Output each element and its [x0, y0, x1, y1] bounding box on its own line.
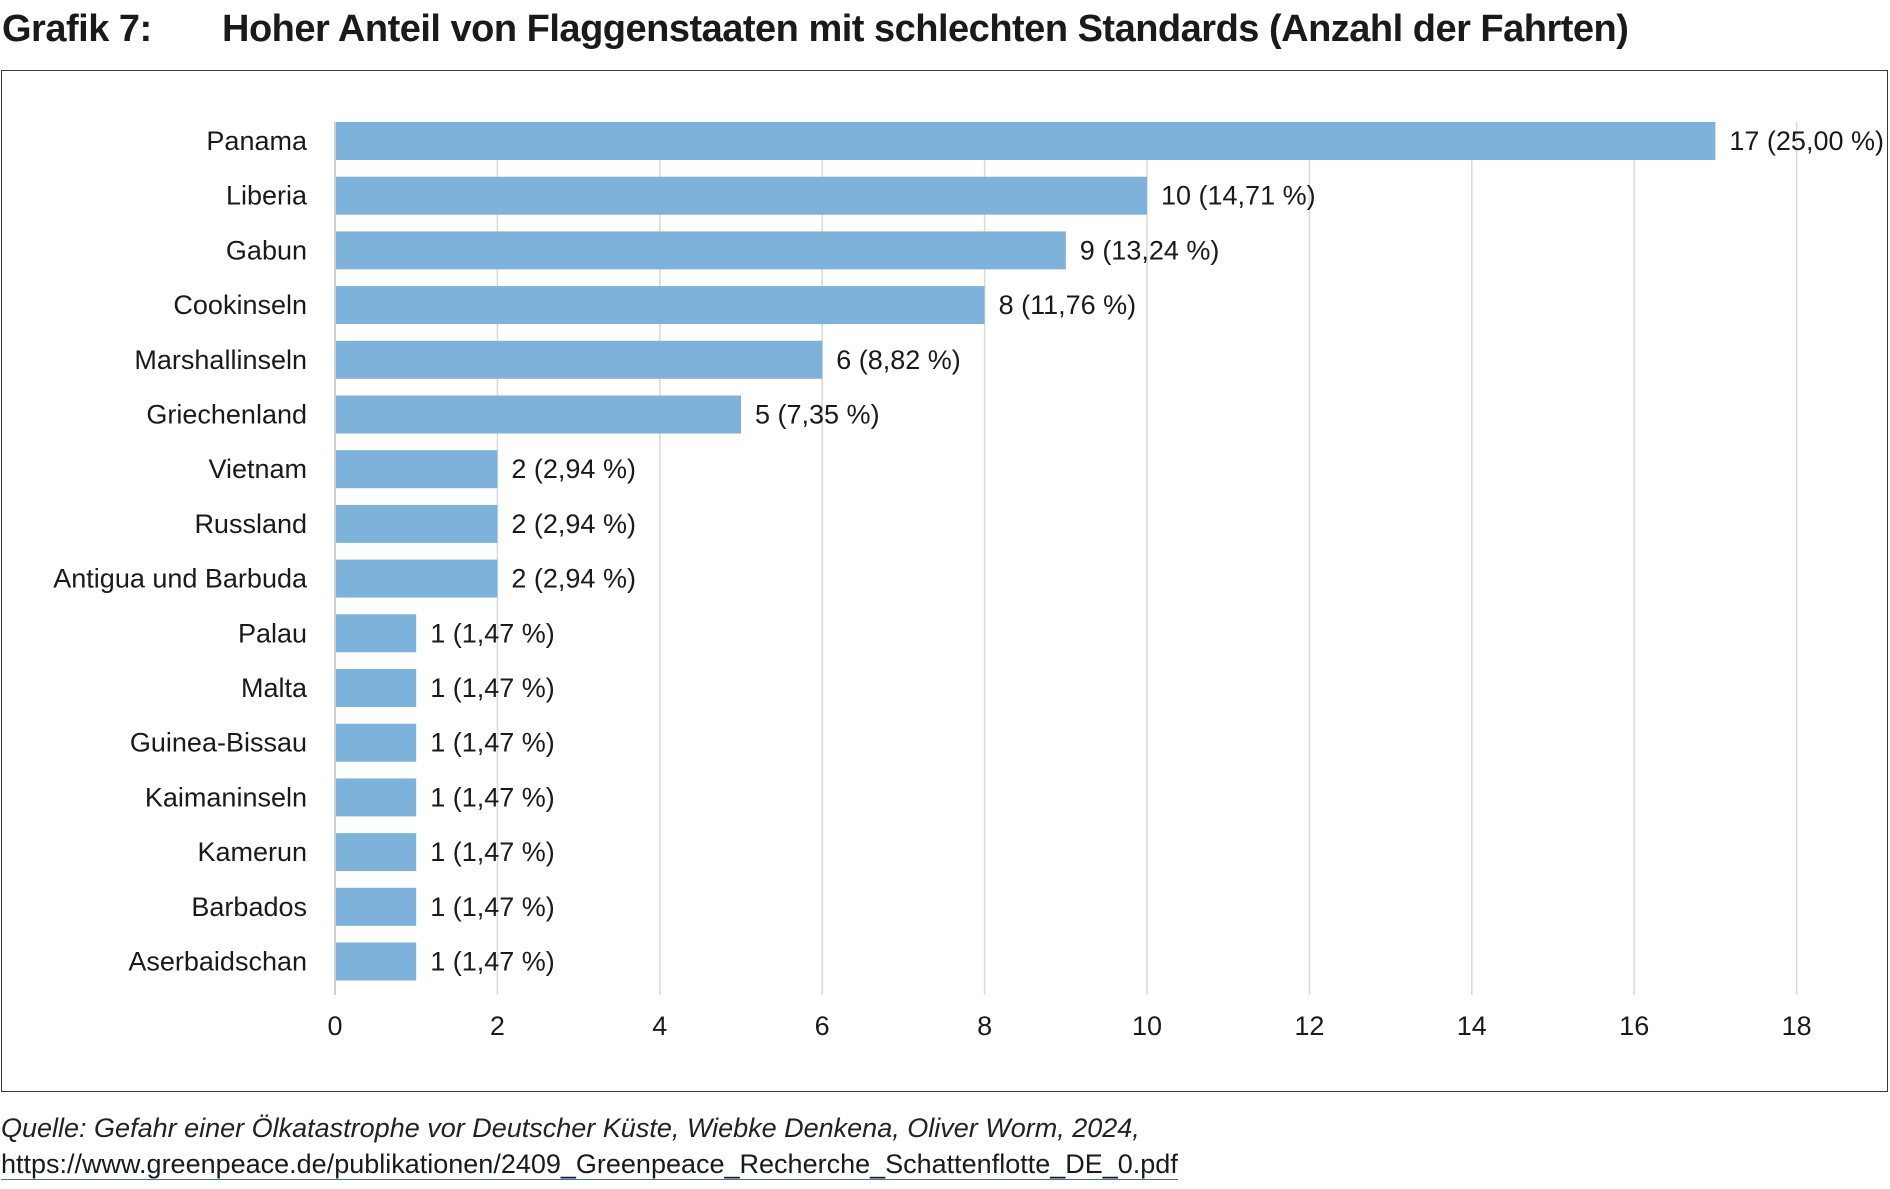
bar [336, 231, 1066, 270]
data-label: 5 (7,35 %) [755, 400, 880, 430]
bar [336, 887, 417, 926]
bar [336, 559, 498, 598]
source-link[interactable]: https://www.greenpeace.de/publikationen/… [1, 1149, 1178, 1180]
category-label: Aserbaidschan [128, 947, 307, 977]
data-label: 8 (11,76 %) [999, 290, 1137, 320]
category-label: Vietnam [208, 454, 307, 484]
data-label: 9 (13,24 %) [1080, 235, 1220, 265]
category-label: Cookinseln [173, 290, 307, 320]
x-tick-label: 16 [1619, 1011, 1649, 1041]
category-label: Kamerun [197, 837, 307, 867]
category-label: Guinea-Bissau [130, 728, 307, 758]
data-label: 1 (1,47 %) [430, 673, 555, 703]
figure-label: Grafik 7: [2, 8, 152, 50]
x-tick-label: 18 [1782, 1011, 1812, 1041]
data-label: 1 (1,47 %) [430, 837, 555, 867]
bar [336, 669, 417, 707]
source-note: Quelle: Gefahr einer Ölkatastrophe vor D… [1, 1110, 1889, 1182]
bar [336, 450, 498, 489]
bar [336, 395, 741, 434]
x-tick-label: 8 [977, 1011, 992, 1041]
bar [336, 340, 823, 379]
data-label: 1 (1,47 %) [430, 947, 555, 977]
x-tick-label: 6 [815, 1011, 830, 1041]
bar [336, 122, 1716, 160]
bar [336, 723, 417, 762]
data-label: 1 (1,47 %) [430, 782, 555, 812]
category-label: Panama [206, 126, 308, 156]
data-label: 1 (1,47 %) [430, 618, 555, 648]
x-tick-label: 12 [1294, 1011, 1324, 1041]
category-label: Palau [238, 618, 307, 648]
chart-title: Hoher Anteil von Flaggenstaaten mit schl… [222, 8, 1629, 50]
category-label: Marshallinseln [134, 345, 307, 375]
x-tick-label: 0 [327, 1011, 342, 1041]
category-label: Gabun [226, 235, 307, 265]
x-tick-label: 2 [490, 1011, 505, 1041]
category-label: Antigua und Barbuda [53, 564, 308, 594]
data-label: 10 (14,71 %) [1161, 181, 1316, 211]
source-text: Quelle: Gefahr einer Ölkatastrophe vor D… [1, 1113, 1140, 1143]
data-label: 1 (1,47 %) [430, 892, 555, 922]
bar [336, 833, 417, 872]
x-tick-label: 4 [652, 1011, 667, 1041]
bar [336, 942, 417, 981]
category-label: Liberia [226, 181, 308, 211]
category-label: Kaimaninseln [145, 782, 307, 812]
category-label: Malta [241, 673, 308, 703]
bar [336, 286, 985, 325]
bar-chart: 0 2 4 6 8 10 12 14 16 18 Panama 17 (25,00 %) Liberia… [53, 122, 1884, 1041]
x-tick-label: 14 [1457, 1011, 1487, 1041]
data-label: 2 (2,94 %) [511, 509, 636, 539]
data-label: 6 (8,82 %) [836, 345, 961, 375]
data-label: 2 (2,94 %) [511, 454, 636, 484]
data-label: 17 (25,00 %) [1729, 126, 1884, 156]
chart-header: Grafik 7: Hoher Anteil von Flaggenstaate… [0, 8, 1890, 58]
bar [336, 778, 417, 817]
category-label: Barbados [191, 892, 307, 922]
data-label: 1 (1,47 %) [430, 728, 555, 758]
data-label: 2 (2,94 %) [511, 564, 636, 594]
bar [336, 614, 417, 653]
x-tick-label: 10 [1132, 1011, 1162, 1041]
bar [336, 504, 498, 543]
category-label: Russland [194, 509, 307, 539]
category-label: Griechenland [146, 400, 307, 430]
bar [336, 176, 1147, 215]
